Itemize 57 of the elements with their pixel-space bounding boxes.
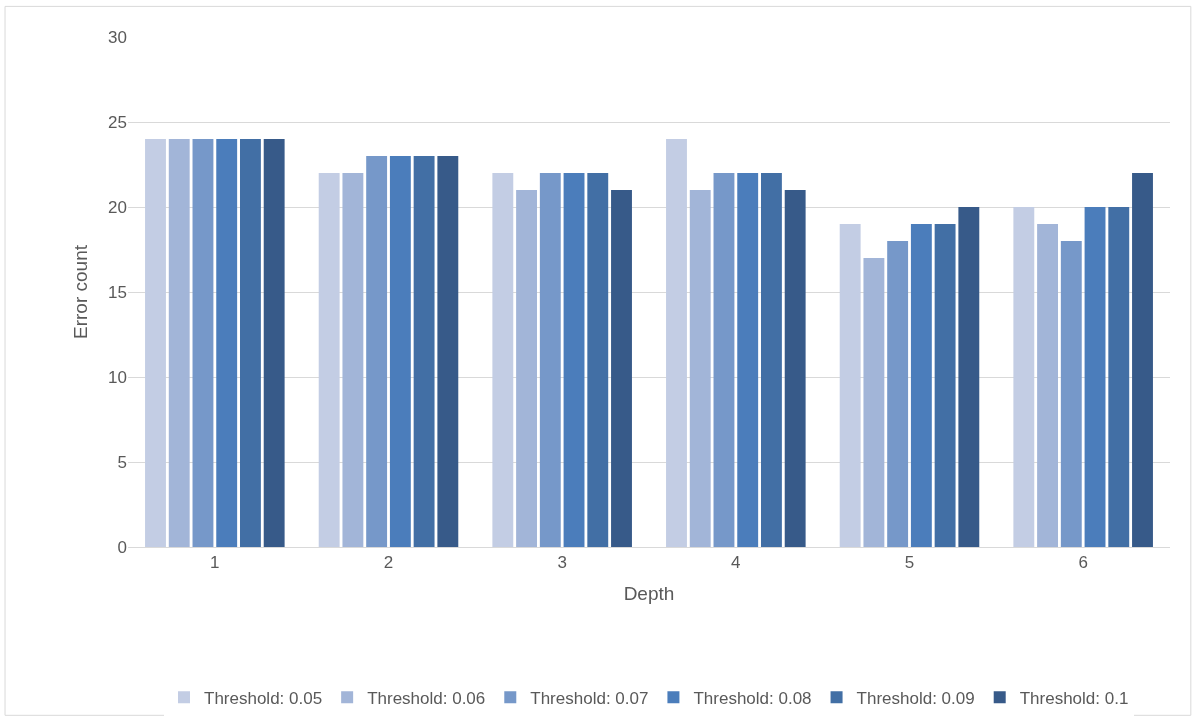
bar — [539, 173, 561, 547]
bar — [192, 139, 214, 547]
x-tick-label: 2 — [383, 553, 394, 573]
bar — [492, 173, 514, 547]
bar — [342, 173, 364, 547]
bar — [263, 139, 285, 547]
bar — [216, 139, 238, 547]
bar — [713, 173, 735, 547]
x-axis-title: Depth — [623, 583, 675, 605]
x-tick-label: 3 — [557, 553, 567, 573]
bar — [413, 156, 435, 547]
bar — [168, 139, 190, 547]
y-tick-label: 25 — [108, 112, 127, 132]
bar — [366, 156, 388, 547]
bar — [666, 139, 687, 547]
bar — [611, 190, 632, 547]
bar — [389, 156, 411, 547]
bar — [839, 224, 861, 547]
bar — [437, 156, 459, 547]
bar — [737, 173, 759, 547]
bar — [910, 224, 932, 547]
bar — [760, 173, 782, 547]
legend-label: Threshold: 0.07 — [530, 688, 649, 708]
x-tick-label: 4 — [731, 553, 741, 573]
bar — [1084, 207, 1106, 547]
legend-label: Threshold: 0.1 — [1019, 688, 1129, 708]
bar — [887, 241, 909, 547]
y-tick-label: 30 — [108, 27, 127, 47]
y-tick-label: 15 — [108, 282, 127, 302]
bar — [1013, 207, 1035, 547]
bar — [318, 173, 340, 547]
x-tick-label: 5 — [904, 553, 915, 573]
bar — [145, 139, 166, 547]
y-tick-label: 0 — [117, 537, 127, 557]
x-tick-label: 6 — [1078, 553, 1088, 573]
bar — [958, 207, 980, 547]
legend-label: Threshold: 0.06 — [367, 688, 486, 708]
legend-label: Threshold: 0.05 — [204, 688, 323, 708]
bar — [587, 173, 609, 547]
bar — [1132, 173, 1153, 547]
bar — [239, 139, 261, 547]
bar — [1037, 224, 1059, 547]
bar — [1108, 207, 1130, 547]
bar — [784, 190, 806, 547]
y-tick-label: 20 — [108, 197, 127, 217]
x-tick-label: 1 — [210, 553, 220, 573]
bar — [516, 190, 538, 547]
bar — [689, 190, 711, 547]
bar — [563, 173, 585, 547]
bar — [1060, 241, 1082, 547]
y-tick-label: 5 — [117, 452, 127, 472]
y-tick-label: 10 — [108, 367, 127, 387]
bar — [863, 258, 885, 547]
legend-label: Threshold: 0.09 — [856, 688, 975, 708]
legend-label: Threshold: 0.08 — [693, 688, 812, 708]
y-axis-title: Error count — [69, 244, 91, 339]
bar — [934, 224, 956, 547]
